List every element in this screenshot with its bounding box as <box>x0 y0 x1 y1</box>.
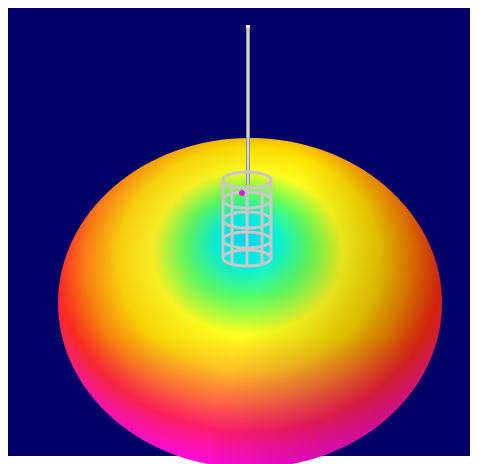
feed-point <box>239 190 245 196</box>
antenna-mast <box>246 25 250 185</box>
mast-tip <box>246 25 250 28</box>
radiation-pattern-view <box>0 0 478 464</box>
page <box>0 0 478 464</box>
